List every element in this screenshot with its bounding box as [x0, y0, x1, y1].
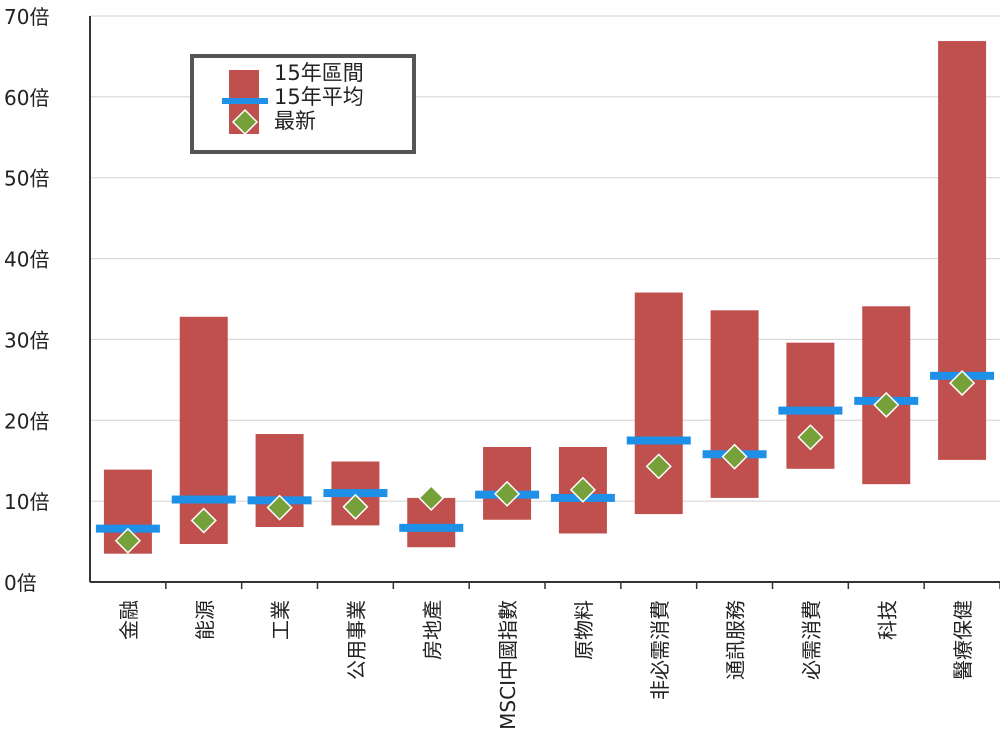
y-tick-label: 10倍: [4, 490, 49, 514]
latest-marker: [569, 476, 596, 503]
legend-label-latest: 最新: [274, 109, 316, 133]
latest-marker: [949, 370, 976, 397]
latest-marker: [797, 424, 824, 451]
legend-label-range: 15年區間: [274, 61, 364, 85]
x-category-label: 必需消費: [799, 600, 823, 680]
y-tick-label: 0倍: [4, 571, 37, 595]
latest-marker: [342, 493, 369, 520]
range-bar: [710, 310, 759, 498]
y-tick-label: 30倍: [4, 328, 49, 352]
legend-range-swatch: [229, 70, 259, 98]
x-category-label: 科技: [875, 600, 899, 640]
latest-marker: [190, 507, 217, 534]
x-category-label: MSCI中國指數: [496, 600, 520, 730]
x-category-label: 通訊服務: [724, 600, 748, 680]
latest-marker: [114, 527, 141, 554]
latest-marker: [873, 391, 900, 418]
legend-latest-swatch: [231, 108, 259, 136]
x-category-label: 醫療保健: [951, 600, 975, 680]
y-tick-label: 70倍: [4, 5, 49, 29]
x-category-label: 非必需消費: [648, 600, 672, 700]
average-marker: [323, 489, 388, 498]
range-bar: [634, 292, 683, 515]
average-marker: [399, 523, 464, 532]
average-marker: [171, 495, 236, 504]
range-bar: [938, 41, 987, 460]
average-marker: [778, 406, 843, 415]
y-tick-label: 40倍: [4, 248, 49, 272]
x-category-label: 金融: [117, 600, 141, 640]
x-category-label: 原物料: [572, 600, 596, 660]
legend-label-average: 15年平均: [274, 85, 364, 109]
latest-marker: [494, 480, 521, 507]
x-category-label: 公用事業: [344, 600, 368, 680]
legend-average-swatch: [222, 98, 268, 104]
range-bar: [179, 316, 228, 544]
x-category-label: 能源: [193, 600, 217, 640]
y-tick-label: 60倍: [4, 86, 49, 110]
average-marker: [626, 436, 691, 445]
latest-marker: [266, 494, 293, 521]
y-tick-label: 20倍: [4, 409, 49, 433]
latest-marker: [645, 453, 672, 480]
x-category-label: 房地產: [420, 600, 444, 660]
latest-marker: [418, 484, 445, 511]
latest-marker: [721, 443, 748, 470]
x-category-label: 工業: [269, 600, 293, 640]
y-tick-label: 50倍: [4, 167, 49, 191]
